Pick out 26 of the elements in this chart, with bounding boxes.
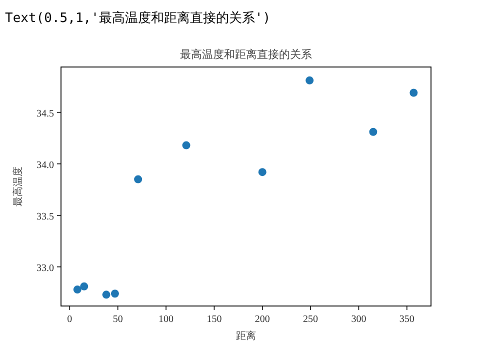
- x-tick-label: 0: [67, 314, 72, 325]
- x-tick-label: 200: [254, 314, 270, 325]
- y-tick-label: 34.5: [36, 108, 54, 120]
- point: [410, 88, 418, 97]
- y-tick-label: 33.0: [36, 262, 54, 274]
- point: [134, 175, 142, 184]
- x-tick-label: 350: [399, 314, 414, 325]
- x-axis-title: 距离: [236, 330, 256, 342]
- point: [80, 282, 88, 290]
- x-tick-label: 50: [112, 314, 123, 325]
- point: [102, 290, 110, 299]
- x-tick-label: 300: [351, 314, 366, 325]
- y-tick-label: 34.0: [36, 160, 54, 171]
- y-axis-title: 最高温度: [12, 166, 24, 206]
- point: [306, 76, 314, 84]
- point: [258, 168, 266, 176]
- y-tick-label: 33.5: [36, 211, 54, 222]
- x-tick-label: 250: [303, 314, 318, 325]
- x-tick-label: 100: [158, 314, 174, 325]
- chart-title: 最高温度和距离直接的关系: [180, 48, 312, 61]
- point: [369, 128, 378, 136]
- point: [182, 141, 190, 150]
- x-tick-label: 150: [206, 314, 222, 325]
- point: [73, 286, 82, 294]
- text: Text(0.5,1,'最高温度和距离直接的关系'): [5, 10, 271, 26]
- point: [110, 290, 119, 298]
